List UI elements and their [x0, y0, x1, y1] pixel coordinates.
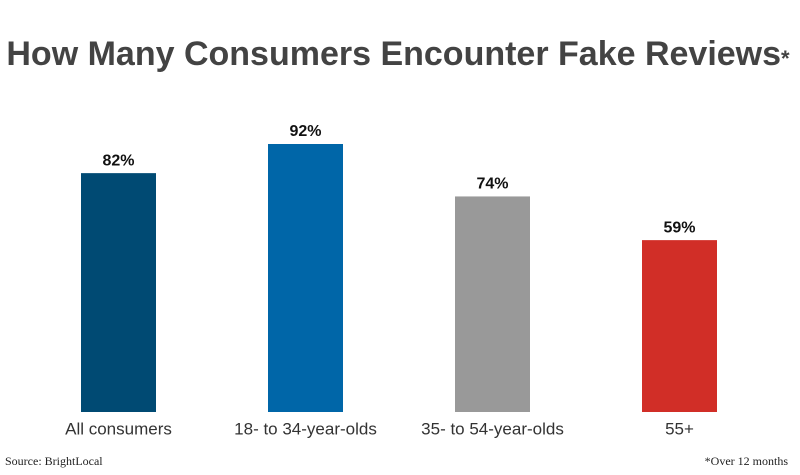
title-mark: * — [781, 46, 790, 71]
bar — [268, 144, 343, 412]
bar — [455, 196, 530, 412]
value-label: 59% — [663, 219, 695, 236]
title-text: How Many Consumers Encounter Fake Review… — [6, 35, 781, 73]
footnote: *Over 12 months — [705, 454, 789, 468]
value-label: 92% — [289, 123, 321, 140]
x-tick-label: 35- to 54-year-olds — [421, 419, 564, 438]
x-tick-label: All consumers — [65, 419, 172, 438]
x-tick-label: 18- to 34-year-olds — [234, 419, 377, 438]
value-label: 82% — [102, 152, 134, 169]
x-tick-label: 55+ — [665, 419, 694, 438]
bar — [642, 240, 717, 412]
chart-title: How Many Consumers Encounter Fake Review… — [6, 35, 790, 73]
bar — [81, 173, 156, 412]
source: Source: BrightLocal — [5, 454, 103, 468]
value-label: 74% — [476, 176, 508, 193]
